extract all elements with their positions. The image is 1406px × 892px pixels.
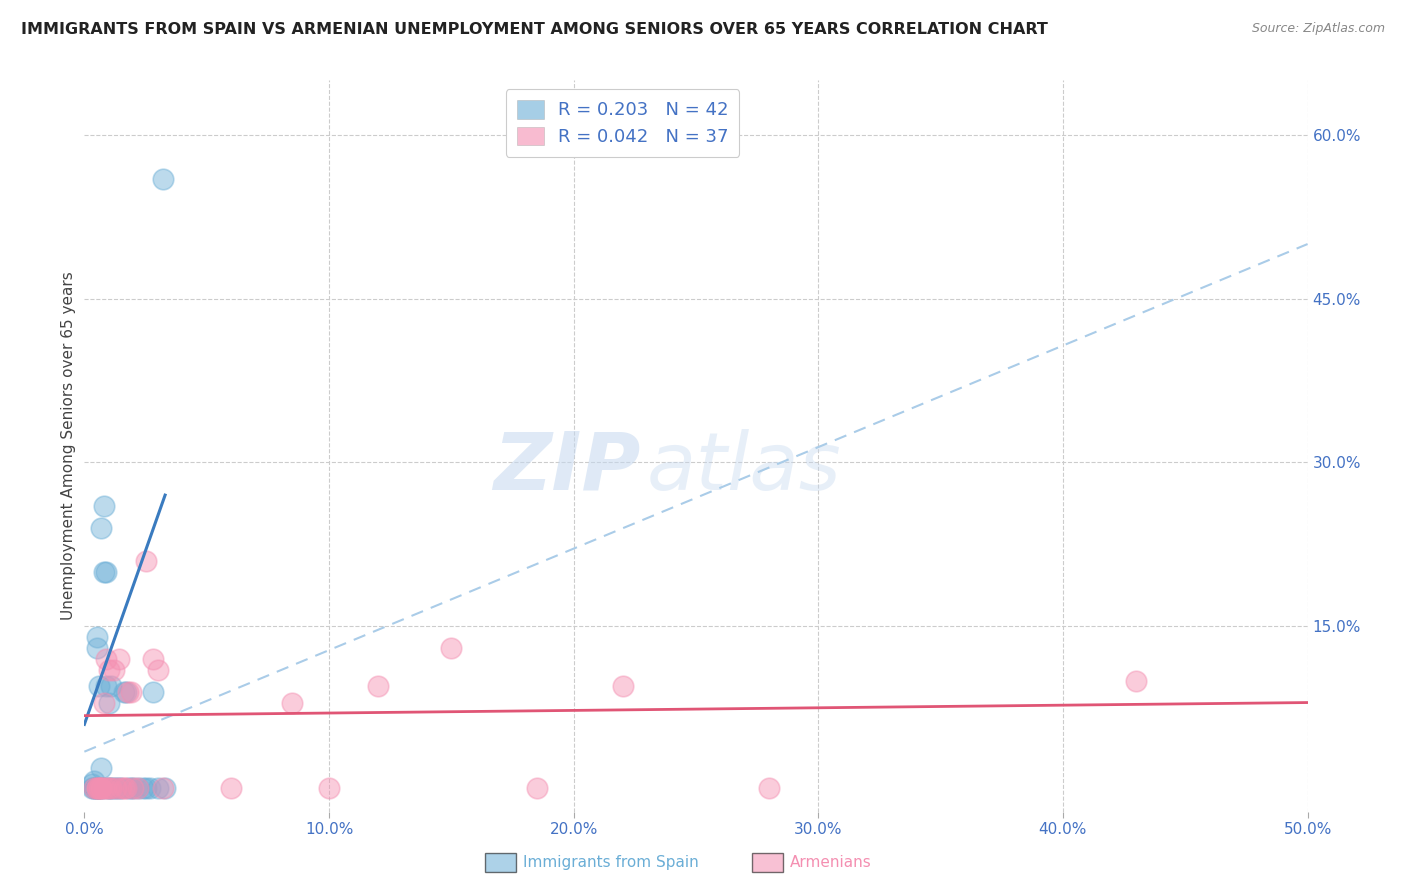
Point [90, 761, 112, 775]
Point [103, 663, 125, 677]
Legend: R = 0.203   N = 42, R = 0.042   N = 37: R = 0.203 N = 42, R = 0.042 N = 37 [506, 89, 740, 157]
Point [87, 780, 110, 795]
Text: Armenians: Armenians [790, 855, 872, 870]
Point [93, 780, 115, 795]
Point [80, 780, 103, 795]
Point [440, 640, 463, 655]
Point [93, 565, 115, 579]
Point [152, 780, 174, 795]
Point [135, 780, 157, 795]
Point [86, 780, 108, 795]
Point [612, 679, 634, 693]
Point [96, 780, 118, 795]
Point [86, 780, 108, 795]
Point [142, 684, 165, 698]
Point [97, 663, 120, 677]
Point [139, 780, 162, 795]
Point [96, 652, 118, 666]
Point [100, 780, 122, 795]
Point [93, 696, 115, 710]
Point [1125, 673, 1147, 688]
Point [90, 521, 112, 535]
Point [281, 696, 304, 710]
Point [152, 171, 174, 186]
Point [153, 780, 176, 795]
Point [83, 780, 105, 795]
Point [120, 780, 142, 795]
Point [97, 696, 120, 710]
Point [86, 630, 108, 644]
Point [758, 780, 780, 795]
Point [83, 780, 105, 795]
Point [107, 652, 129, 666]
Point [117, 780, 139, 795]
Point [103, 780, 125, 795]
Point [526, 780, 548, 795]
Point [122, 780, 145, 795]
Point [93, 780, 115, 795]
Point [107, 780, 129, 795]
Point [318, 780, 340, 795]
Text: atlas: atlas [647, 429, 842, 507]
Point [87, 780, 110, 795]
Point [105, 780, 128, 795]
Point [120, 684, 142, 698]
Point [87, 780, 110, 795]
Point [86, 640, 108, 655]
Text: Immigrants from Spain: Immigrants from Spain [523, 855, 699, 870]
Point [83, 774, 105, 789]
Point [115, 780, 138, 795]
Point [117, 684, 139, 698]
Point [97, 780, 120, 795]
Point [110, 780, 132, 795]
Point [146, 663, 169, 677]
Text: ZIP: ZIP [494, 429, 641, 507]
Point [135, 554, 157, 568]
Point [90, 780, 112, 795]
Point [110, 780, 132, 795]
Point [100, 780, 122, 795]
Point [97, 780, 120, 795]
Point [105, 780, 128, 795]
Point [127, 780, 149, 795]
Point [367, 679, 389, 693]
Point [112, 780, 135, 795]
Point [122, 780, 145, 795]
Text: Source: ZipAtlas.com: Source: ZipAtlas.com [1251, 22, 1385, 36]
Point [86, 780, 108, 795]
Point [132, 780, 155, 795]
Point [96, 565, 118, 579]
Text: IMMIGRANTS FROM SPAIN VS ARMENIAN UNEMPLOYMENT AMONG SENIORS OVER 65 YEARS CORRE: IMMIGRANTS FROM SPAIN VS ARMENIAN UNEMPL… [21, 22, 1047, 37]
Point [93, 499, 115, 513]
Point [90, 780, 112, 795]
Point [87, 780, 110, 795]
Point [142, 652, 165, 666]
Point [96, 679, 118, 693]
Point [90, 780, 112, 795]
Point [146, 780, 169, 795]
Point [87, 679, 110, 693]
Point [112, 684, 135, 698]
Y-axis label: Unemployment Among Seniors over 65 years: Unemployment Among Seniors over 65 years [60, 272, 76, 620]
Point [100, 679, 122, 693]
Point [97, 780, 120, 795]
Point [127, 780, 149, 795]
Point [219, 780, 242, 795]
Point [86, 780, 108, 795]
Point [80, 777, 103, 791]
Point [115, 684, 138, 698]
Point [83, 780, 105, 795]
